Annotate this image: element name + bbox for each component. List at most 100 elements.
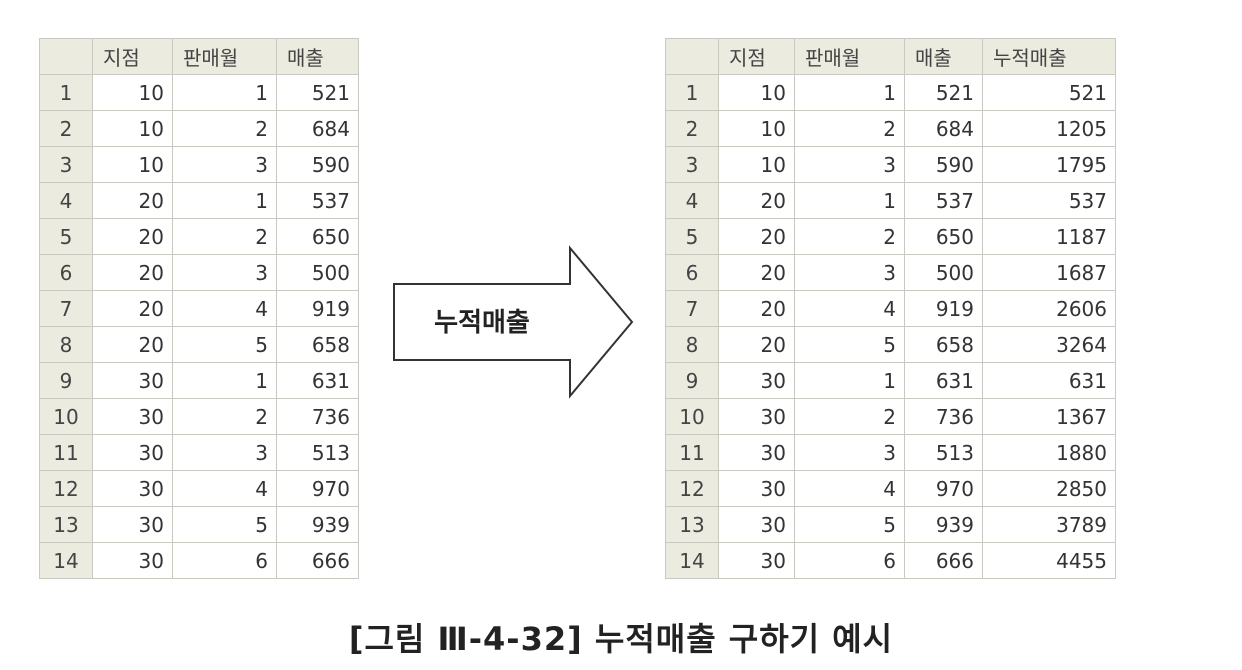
table-row: 11 30 3 513 xyxy=(39,434,359,471)
table-cell: 20 xyxy=(718,218,795,255)
header-row: 지점 판매월 매출 누적매출 xyxy=(665,38,1116,75)
table-cell: 3789 xyxy=(982,506,1116,543)
right-arrow-icon xyxy=(393,245,634,399)
table-cell: 919 xyxy=(276,290,359,327)
table-cell: 10 xyxy=(92,146,173,183)
row-number-cell: 11 xyxy=(39,434,93,471)
table-row: 1 10 1 521 521 xyxy=(665,74,1116,111)
table-cell: 1 xyxy=(794,74,905,111)
table-cell: 6 xyxy=(172,542,277,579)
table-cell: 30 xyxy=(92,542,173,579)
table-row: 9 30 1 631 xyxy=(39,362,359,399)
table-cell: 970 xyxy=(904,470,983,507)
table-cell: 3 xyxy=(794,434,905,471)
table-cell: 590 xyxy=(904,146,983,183)
table-cell: 5 xyxy=(794,326,905,363)
table-row: 2 10 2 684 1205 xyxy=(665,110,1116,147)
row-number-cell: 4 xyxy=(39,182,93,219)
table-row: 9 30 1 631 631 xyxy=(665,362,1116,399)
table-cell: 20 xyxy=(92,182,173,219)
table-row: 1 10 1 521 xyxy=(39,74,359,111)
table-cell: 1187 xyxy=(982,218,1116,255)
table-row: 4 20 1 537 xyxy=(39,182,359,219)
row-number-cell: 10 xyxy=(665,398,719,435)
table-cell: 1 xyxy=(172,182,277,219)
table-cell: 631 xyxy=(982,362,1116,399)
row-number-cell: 2 xyxy=(665,110,719,147)
table-cell: 3 xyxy=(172,146,277,183)
table-cell: 3 xyxy=(794,146,905,183)
row-number-cell: 10 xyxy=(39,398,93,435)
table-cell: 1 xyxy=(172,74,277,111)
table-cell: 4 xyxy=(794,290,905,327)
table-cell: 30 xyxy=(718,506,795,543)
table-cell: 3264 xyxy=(982,326,1116,363)
corner-cell xyxy=(665,38,719,75)
table-cell: 10 xyxy=(718,110,795,147)
table-cell: 1 xyxy=(794,182,905,219)
table-cell: 2850 xyxy=(982,470,1116,507)
table-row: 10 30 2 736 1367 xyxy=(665,398,1116,435)
table-cell: 2 xyxy=(794,398,905,435)
row-number-cell: 2 xyxy=(39,110,93,147)
table-cell: 20 xyxy=(718,254,795,291)
table-cell: 20 xyxy=(718,182,795,219)
row-number-cell: 4 xyxy=(665,182,719,219)
table-cell: 513 xyxy=(904,434,983,471)
row-number-cell: 5 xyxy=(665,218,719,255)
table-cell: 1880 xyxy=(982,434,1116,471)
table-cell: 5 xyxy=(172,326,277,363)
table-cell: 1367 xyxy=(982,398,1116,435)
table-cell: 2 xyxy=(172,398,277,435)
table-cell: 30 xyxy=(718,434,795,471)
column-header: 매출 xyxy=(276,38,359,75)
table-cell: 650 xyxy=(276,218,359,255)
table-row: 7 20 4 919 xyxy=(39,290,359,327)
table-cell: 10 xyxy=(92,110,173,147)
row-number-cell: 9 xyxy=(39,362,93,399)
table-cell: 20 xyxy=(92,326,173,363)
table-cell: 521 xyxy=(276,74,359,111)
table-cell: 3 xyxy=(172,254,277,291)
table-row: 7 20 4 919 2606 xyxy=(665,290,1116,327)
table-cell: 20 xyxy=(718,290,795,327)
table-cell: 513 xyxy=(276,434,359,471)
table-cell: 10 xyxy=(718,74,795,111)
table-cell: 30 xyxy=(92,506,173,543)
table-cell: 10 xyxy=(92,74,173,111)
table-cell: 30 xyxy=(718,470,795,507)
table-cell: 1795 xyxy=(982,146,1116,183)
table-cell: 650 xyxy=(904,218,983,255)
table-row: 8 20 5 658 xyxy=(39,326,359,363)
row-number-cell: 11 xyxy=(665,434,719,471)
arrow-label: 누적매출 xyxy=(434,308,530,338)
row-number-cell: 9 xyxy=(665,362,719,399)
row-number-cell: 12 xyxy=(39,470,93,507)
table-cell: 2606 xyxy=(982,290,1116,327)
column-header: 지점 xyxy=(92,38,173,75)
table-row: 3 10 3 590 xyxy=(39,146,359,183)
table-cell: 30 xyxy=(92,470,173,507)
table-cell: 537 xyxy=(982,182,1116,219)
header-row: 지점 판매월 매출 xyxy=(39,38,359,75)
column-header: 누적매출 xyxy=(982,38,1116,75)
table-cell: 590 xyxy=(276,146,359,183)
table-cell: 666 xyxy=(904,542,983,579)
table-cell: 30 xyxy=(718,542,795,579)
row-number-cell: 1 xyxy=(665,74,719,111)
table-cell: 6 xyxy=(794,542,905,579)
table-cell: 2 xyxy=(172,218,277,255)
table-cell: 631 xyxy=(904,362,983,399)
table-cell: 5 xyxy=(794,506,905,543)
table-cell: 1205 xyxy=(982,110,1116,147)
table-row: 8 20 5 658 3264 xyxy=(665,326,1116,363)
table-cell: 521 xyxy=(904,74,983,111)
table-cell: 736 xyxy=(276,398,359,435)
table-cell: 2 xyxy=(794,218,905,255)
table-cell: 684 xyxy=(276,110,359,147)
table-row: 13 30 5 939 3789 xyxy=(665,506,1116,543)
table-cell: 537 xyxy=(276,182,359,219)
table-row: 14 30 6 666 4455 xyxy=(665,542,1116,579)
column-header: 판매월 xyxy=(172,38,277,75)
row-number-cell: 1 xyxy=(39,74,93,111)
